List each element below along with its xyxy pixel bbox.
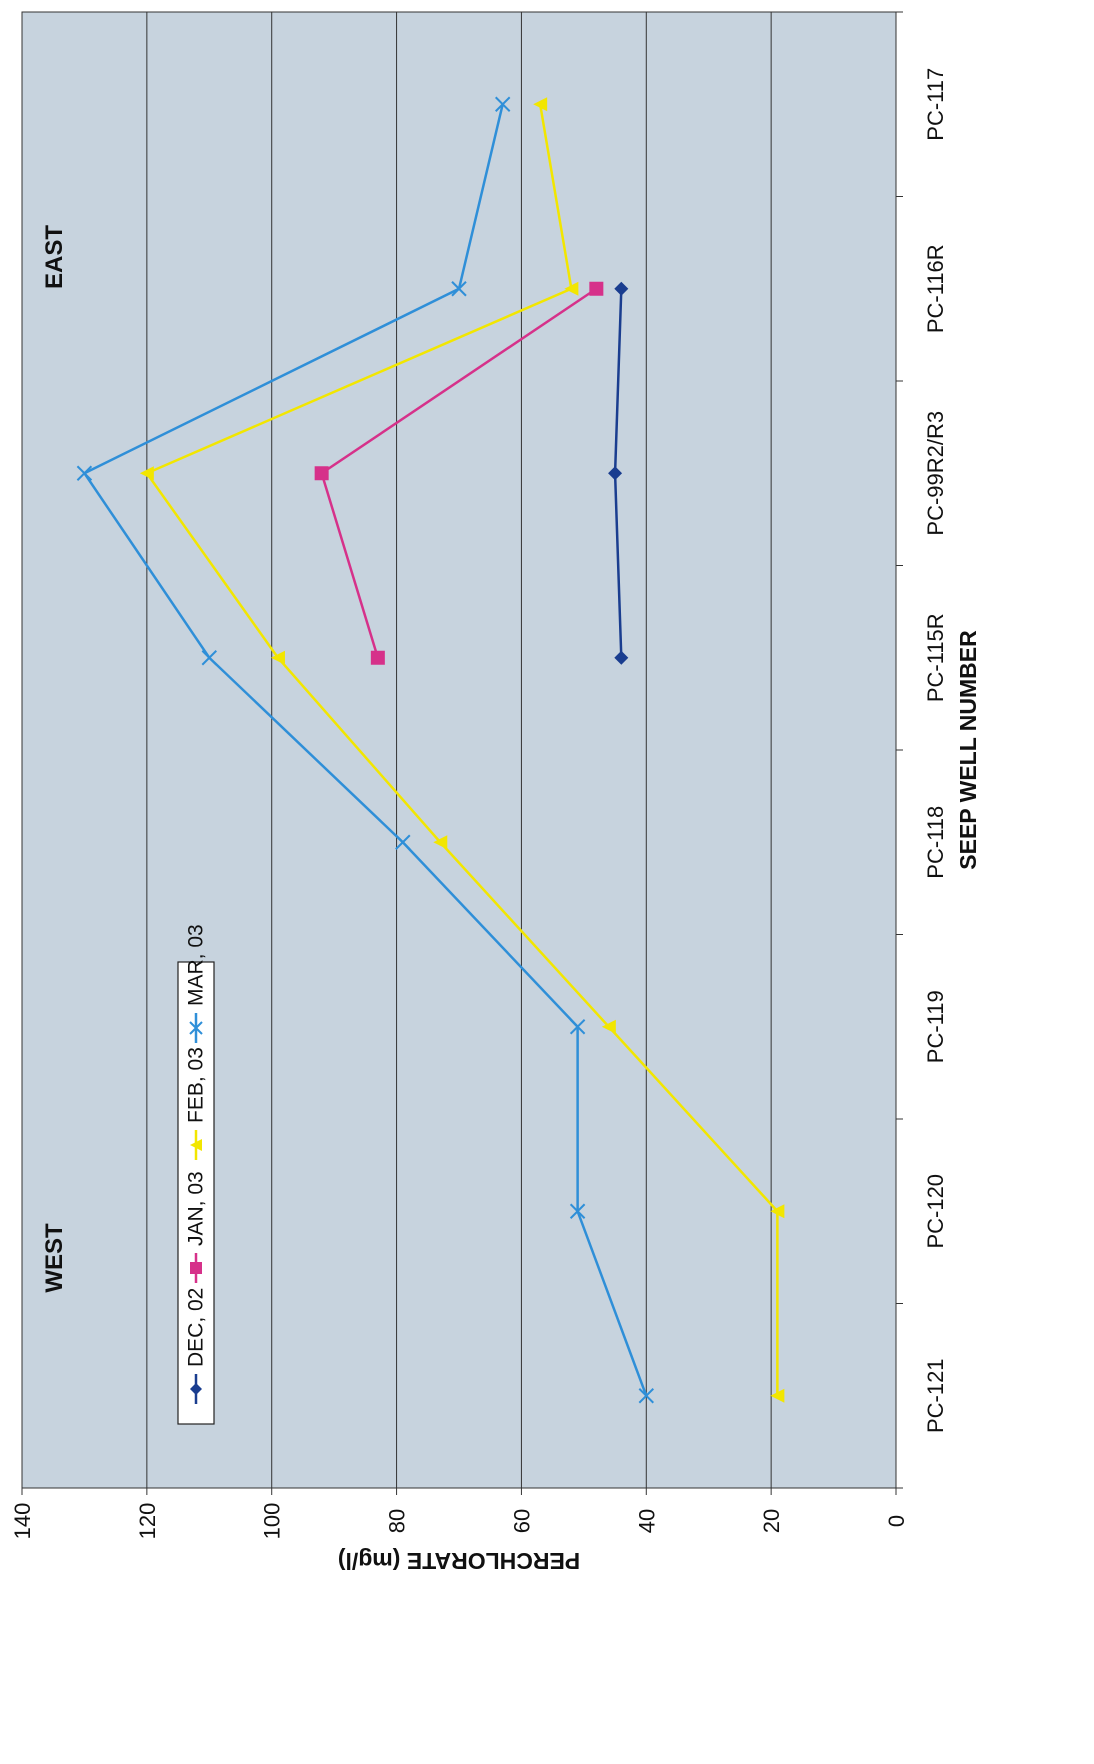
series-feb-03 (139, 97, 785, 1403)
marker-stroke (201, 650, 217, 666)
marker-stroke (76, 465, 93, 481)
point-dec-02-pc-116r (614, 281, 629, 296)
point-dec-02-pc-115r (614, 650, 629, 665)
marker-stroke (395, 834, 411, 850)
point-mar-03-pc-121 (638, 1388, 654, 1404)
x-axis-title: SEEP WELL NUMBER (955, 630, 981, 870)
value-tick-label: 120 (135, 1503, 160, 1540)
value-tick-label: 0 (884, 1515, 909, 1527)
category-tick-label-pc-121: PC-121 (923, 1358, 948, 1433)
category-tick-label-pc-99r2-r3: PC-99R2/R3 (923, 411, 948, 536)
series-line-mar-03 (82, 103, 648, 1397)
category-tick-label-pc-120: PC-120 (923, 1174, 948, 1249)
y-axis-title: PERCHLORATE (mg/l) (338, 1548, 580, 1574)
value-tick-label: 140 (10, 1503, 35, 1540)
point-mar-03-pc-116r (451, 281, 467, 297)
legend-label-mar-03: MAR, 03 (185, 924, 208, 1006)
point-feb-03-pc-121 (770, 1388, 785, 1403)
category-tick-label-pc-119: PC-119 (923, 990, 948, 1063)
point-mar-03-pc-120 (569, 1203, 586, 1219)
chart-legend: DEC, 02 JAN, 03 FEB, 03 MAR, 03 (177, 924, 215, 1425)
point-feb-03-pc-115r (270, 650, 285, 665)
point-mar-03-pc-119 (569, 1019, 586, 1035)
legend-label-jan-03: JAN, 03 (185, 1171, 208, 1246)
value-tick-label: 40 (634, 1509, 659, 1533)
value-tick-label: 100 (260, 1503, 285, 1540)
point-feb-03-pc-120 (770, 1204, 785, 1219)
point-jan-03-pc-116r (589, 281, 604, 296)
marker-stroke (569, 1019, 586, 1035)
marker-stroke (451, 281, 467, 297)
category-tick-label-pc-116r: PC-116R (923, 244, 948, 333)
point-feb-03-pc-117 (533, 97, 548, 112)
series-mar-03 (76, 96, 654, 1404)
marker-stroke (494, 96, 511, 112)
legend-swatch-marker-feb-03 (190, 1139, 202, 1151)
point-mar-03-pc-117 (494, 96, 511, 112)
plot-area (21, 11, 897, 1489)
marker-stroke (189, 1021, 203, 1035)
annotation-west: WEST (41, 1223, 68, 1293)
marker-stroke (638, 1388, 654, 1404)
category-tick-label-pc-117: PC-117 (923, 68, 948, 141)
series-line-feb-03 (144, 104, 779, 1396)
value-tick-label: 20 (759, 1509, 784, 1533)
point-jan-03-pc-115r (370, 650, 385, 665)
legend-swatch-marker-jan-03 (190, 1262, 202, 1274)
point-mar-03-pc-99r2-r3 (76, 465, 93, 481)
point-dec-02-pc-99r2-r3 (608, 466, 623, 481)
legend-label-dec-02: DEC, 02 (185, 1288, 208, 1367)
value-tick-label: 60 (509, 1509, 534, 1533)
point-mar-03-pc-115r (201, 650, 217, 666)
marker-stroke (569, 1203, 586, 1219)
point-jan-03-pc-99r2-r3 (314, 466, 329, 481)
point-mar-03-pc-118 (395, 834, 411, 850)
point-feb-03-pc-119 (601, 1019, 616, 1034)
legend-swatch-marker-mar-03 (189, 1021, 203, 1035)
series-jan-03 (314, 281, 604, 665)
category-tick-label-pc-118: PC-118 (923, 806, 948, 879)
annotation-east: EAST (41, 225, 68, 289)
category-tick-label-pc-115r: PC-115R (923, 613, 948, 702)
point-feb-03-pc-118 (433, 835, 448, 850)
legend-swatch-marker-dec-02 (190, 1383, 202, 1395)
point-feb-03-pc-116r (564, 281, 579, 296)
axis-layer: 0 20 40 60 80 100 120 140 PC-121 PC-120 PC-119 PC-1… (10, 11, 981, 1574)
plot-layer (21, 11, 897, 1489)
series-dec-02 (608, 281, 629, 665)
point-feb-03-pc-99r2-r3 (139, 466, 154, 481)
legend-label-feb-03: FEB, 03 (185, 1047, 208, 1123)
value-tick-label: 80 (385, 1509, 410, 1533)
annotation-layer: WEST EAST (41, 225, 68, 1293)
series-layer (76, 96, 785, 1404)
